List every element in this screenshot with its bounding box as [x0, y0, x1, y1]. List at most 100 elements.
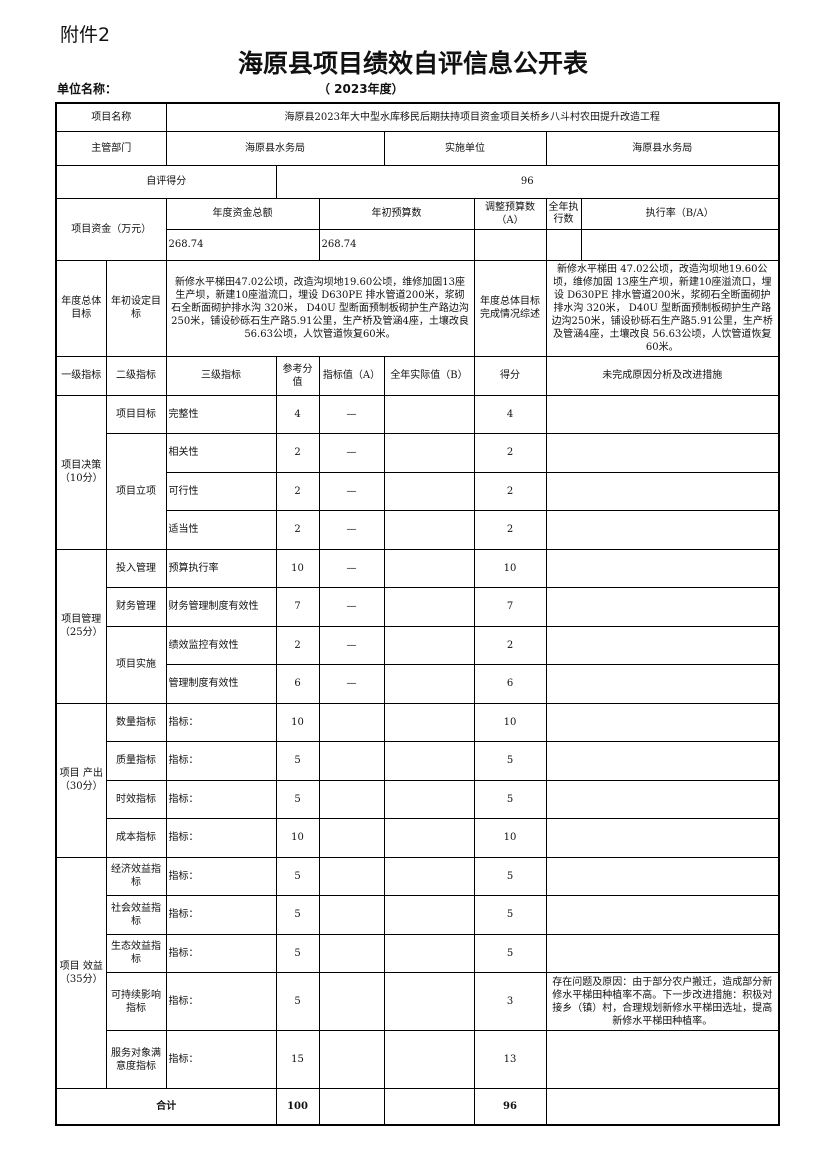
attachment-label: 附件2 — [60, 24, 111, 46]
reason-note — [545, 510, 780, 550]
reason-note — [545, 1030, 780, 1089]
actual-value — [383, 818, 475, 858]
target-value: — — [318, 471, 385, 511]
level3-indicator: 适当性 — [165, 510, 277, 550]
level3-indicator: 指标： — [165, 702, 277, 742]
header-ref-score: 参考分值 — [275, 355, 320, 396]
score: 6 — [473, 664, 547, 704]
target-value: — — [318, 625, 385, 665]
level3-indicator: 指标： — [165, 779, 277, 819]
reason-note — [545, 818, 780, 858]
level3-indicator: 指标： — [165, 741, 277, 781]
table-row: 可持续影响指标 指标： 5 3 存在问题及原因：由于部分农户搬迁，造成部分新修水平梯田种… — [56, 972, 780, 1031]
reason-note — [545, 895, 780, 935]
performance-table: 项目名称 海原县2023年大中型水库移民后期扶持项目资金项目关桥乡八斗村农田提升… — [55, 102, 780, 1126]
target-value: — — [318, 394, 385, 434]
ref-score: 5 — [275, 779, 320, 819]
goal-completion-label: 年度总体目标完成情况综述 — [473, 259, 547, 357]
level3-indicator: 指标： — [165, 1030, 277, 1089]
dept-value: 海原县水务局 — [165, 130, 385, 166]
actual-value — [383, 471, 475, 511]
score-value: 96 — [275, 164, 780, 199]
level3-indicator: 绩效监控有效性 — [165, 625, 277, 665]
ref-score: 10 — [275, 702, 320, 742]
table-row: 财务管理 财务管理制度有效性 7—7 — [56, 587, 780, 627]
target-value — [318, 856, 385, 896]
level2-indicator: 经济效益指标 — [105, 856, 167, 896]
actual-value — [383, 972, 475, 1031]
header-level3: 三级指标 — [165, 355, 277, 396]
level1-indicator: 项目管理（25分） — [55, 548, 107, 704]
ref-score: 10 — [275, 548, 320, 588]
level2-indicator: 时效指标 — [105, 779, 167, 819]
level3-indicator: 指标： — [165, 818, 277, 858]
score: 10 — [473, 818, 547, 858]
score: 4 — [473, 394, 547, 434]
page-title: 海原县项目绩效自评信息公开表 — [237, 49, 588, 78]
reason-note — [545, 433, 780, 473]
ref-score: 6 — [275, 664, 320, 704]
table-row: 项目 产出（30分） 数量指标 指标： 10 10 — [55, 702, 780, 858]
reason-note — [545, 548, 780, 588]
reason-note — [545, 702, 780, 742]
score: 10 — [473, 548, 547, 588]
target-value — [318, 702, 385, 742]
table-row: 项目决策（10分） 项目目标 完整性 4—4 — [55, 394, 780, 550]
ref-score: 4 — [275, 394, 320, 434]
ref-score: 5 — [275, 972, 320, 1031]
level3-indicator: 指标： — [165, 972, 277, 1031]
score: 5 — [473, 895, 547, 935]
funds-adjusted-value — [473, 228, 547, 261]
table-row: 可行性 2—2 — [56, 471, 780, 511]
score: 2 — [473, 510, 547, 550]
total-empty-a — [318, 1088, 385, 1125]
table-row: 项目 效益（35分） 经济效益指标 指标： 5 5 — [55, 856, 780, 1089]
level2-indicator: 投入管理 — [105, 548, 167, 588]
level3-indicator: 财务管理制度有效性 — [165, 587, 277, 627]
level1-indicator: 项目 效益（35分） — [55, 856, 107, 1089]
project-name: 海原县2023年大中型水库移民后期扶持项目资金项目关桥乡八斗村农田提升改造工程 — [165, 102, 780, 132]
total-ref-score: 100 — [275, 1088, 320, 1125]
funds-executed-value — [545, 228, 582, 261]
total-empty-b — [383, 1088, 475, 1125]
score: 3 — [473, 972, 547, 1031]
target-value — [318, 1030, 385, 1089]
level3-indicator: 相关性 — [165, 433, 277, 473]
table-row: 成本指标 指标： 10 10 — [56, 818, 780, 858]
ref-score: 2 — [275, 625, 320, 665]
table-row: 项目立项 相关性 2—2 — [56, 433, 780, 550]
actual-value — [383, 587, 475, 627]
funds-header-initial: 年初预算数 — [318, 197, 475, 230]
level2-indicator: 可持续影响指标 — [105, 972, 167, 1031]
total-label: 合计 — [55, 1088, 277, 1125]
target-value: — — [318, 587, 385, 627]
header-reason: 未完成原因分析及改进措施 — [545, 355, 780, 396]
funds-header-total: 年度资金总额 — [165, 197, 320, 230]
table-row: 质量指标 指标： 5 5 — [56, 741, 780, 781]
target-value: — — [318, 548, 385, 588]
annual-goal-label: 年度总体目标 — [55, 259, 107, 357]
score: 13 — [473, 1030, 547, 1089]
score: 5 — [473, 933, 547, 973]
reason-note — [545, 587, 780, 627]
reason-note — [545, 741, 780, 781]
header-level2: 二级指标 — [105, 355, 167, 396]
total-score: 96 — [473, 1088, 547, 1125]
reason-note — [545, 933, 780, 973]
ref-score: 2 — [275, 433, 320, 473]
total-empty-note — [545, 1088, 780, 1125]
table-row: 时效指标 指标： 5 5 — [56, 779, 780, 819]
dept-label: 主管部门 — [55, 130, 167, 166]
score: 5 — [473, 779, 547, 819]
ref-score: 5 — [275, 741, 320, 781]
impl-value: 海原县水务局 — [545, 130, 780, 166]
ref-score: 5 — [275, 856, 320, 896]
score: 7 — [473, 587, 547, 627]
project-name-label: 项目名称 — [55, 102, 167, 132]
score: 5 — [473, 856, 547, 896]
unit-label: 单位名称： — [57, 82, 118, 96]
level2-indicator: 生态效益指标 — [105, 933, 167, 973]
level3-indicator: 完整性 — [165, 394, 277, 434]
funds-rate-value — [580, 228, 780, 261]
